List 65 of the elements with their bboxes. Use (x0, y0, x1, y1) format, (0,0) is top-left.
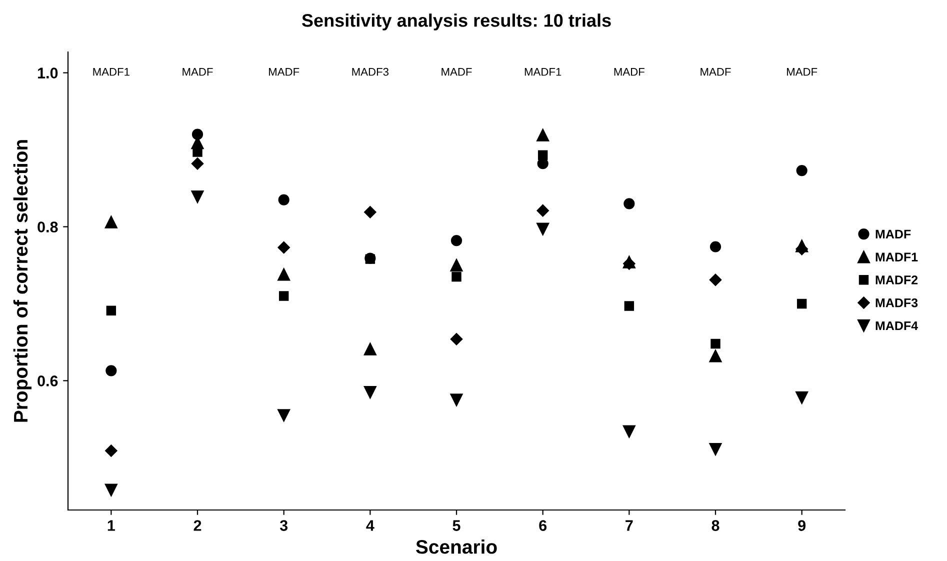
legend-label: MADF2 (876, 276, 918, 284)
legend-label: MADF (876, 230, 911, 238)
x-tick-label: 3 (280, 520, 288, 531)
point (709, 442, 722, 456)
x-tick-label: 8 (712, 520, 720, 531)
point (104, 484, 118, 496)
chart-title: Sensitivity analysis results: 10 trials (302, 14, 611, 30)
point (106, 306, 116, 316)
point (622, 425, 636, 438)
point (105, 444, 118, 457)
point (106, 365, 117, 376)
y-axis-title: Proportion of correct selection (13, 140, 32, 422)
point (452, 272, 462, 282)
point (450, 394, 463, 406)
y-tick-label: 1.0 (38, 68, 58, 78)
annotation: MADF (787, 68, 818, 76)
x-tick-label: 5 (452, 520, 460, 531)
point (450, 333, 463, 346)
point (796, 240, 808, 252)
point (278, 241, 290, 254)
point (364, 386, 376, 398)
point (278, 291, 289, 301)
point (624, 301, 634, 311)
annotation: MADF (700, 68, 731, 76)
point (536, 204, 549, 217)
annotation: MADF1 (93, 68, 130, 76)
y-tick-label: 0.8 (38, 222, 58, 232)
point (536, 128, 550, 142)
point (191, 190, 204, 203)
annotation: MADF (182, 68, 213, 76)
x-tick-label: 6 (539, 520, 547, 531)
point (709, 350, 722, 362)
legend-label: MADF3 (876, 298, 918, 308)
point (192, 128, 204, 140)
x-tick-label: 4 (366, 520, 374, 531)
point (364, 206, 376, 218)
point (278, 194, 290, 206)
point (796, 164, 808, 176)
point (364, 342, 376, 356)
point (191, 158, 204, 170)
point (709, 274, 722, 286)
x-axis-title: Scenario (416, 540, 497, 554)
annotation: MADF1 (524, 68, 562, 76)
x-tick-label: 9 (798, 520, 806, 531)
point (278, 409, 290, 422)
x-tick-label: 7 (626, 520, 633, 531)
point (624, 198, 635, 210)
point (104, 216, 118, 228)
x-tick-label: 2 (194, 520, 202, 531)
point (450, 258, 463, 272)
legend-label: MADF1 (876, 252, 918, 262)
legend-label: MADF4 (876, 321, 918, 330)
annotation: MADF3 (352, 68, 389, 76)
point (278, 268, 290, 281)
point (536, 222, 550, 236)
point (710, 241, 722, 252)
point (710, 338, 720, 349)
point (796, 298, 807, 309)
annotation: MADF (614, 68, 644, 76)
annotation: MADF (442, 68, 472, 76)
point (450, 235, 462, 246)
x-tick-label: 1 (108, 520, 115, 531)
annotation: MADF (269, 68, 300, 76)
y-tick-label: 0.6 (38, 376, 58, 386)
point (796, 391, 808, 404)
